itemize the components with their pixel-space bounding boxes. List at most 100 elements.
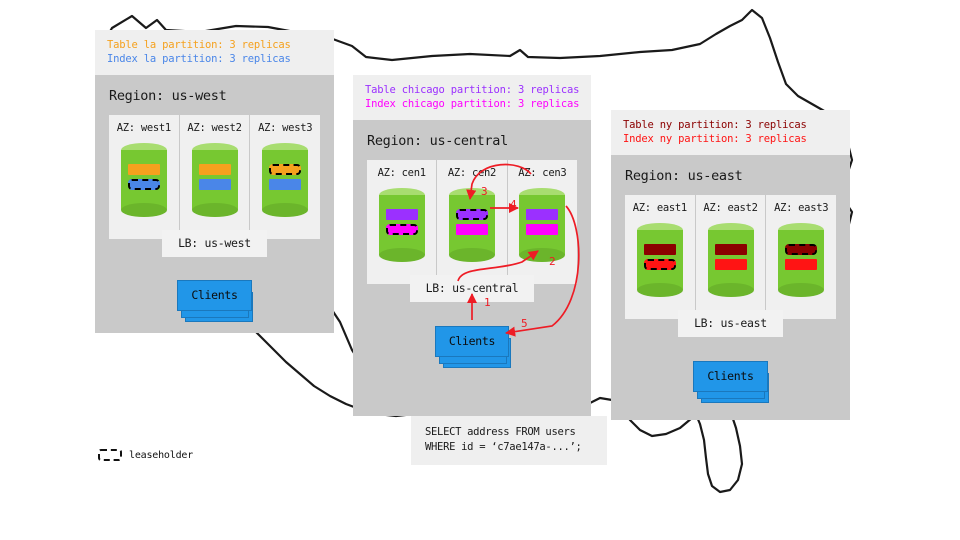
replica-bar [526,209,559,220]
clients-wrap-us-west: Clients [95,280,334,322]
replica-bars [192,164,238,194]
clients-label-us-east[interactable]: Clients [693,361,768,392]
cylinder-bottom [636,283,683,297]
az-cen3[interactable]: AZ: cen3 [506,160,577,284]
replica-bars [708,244,754,274]
lb-wrap-us-east: LB: us-east [611,310,850,337]
replica-bar-leaseholder [785,244,818,255]
az-west3[interactable]: AZ: west3 [249,115,320,239]
az-east1[interactable]: AZ: east1 [625,195,695,319]
replica-bar-leaseholder [385,224,418,235]
clients-wrap-us-central: Clients [353,326,591,368]
partition-banner-us-west: Table la partition: 3 replicas Index la … [95,30,334,75]
replica-bar [198,164,231,175]
clients-stack-us-west[interactable]: Clients [177,280,254,322]
replica-bar-leaseholder [643,259,676,270]
az-west2[interactable]: AZ: west2 [178,115,250,239]
clients-label-us-central[interactable]: Clients [434,326,510,357]
clients-label-us-west[interactable]: Clients [177,280,252,311]
replica-bars [379,209,425,239]
cylinder-bottom [191,203,238,217]
replica-bar [455,224,488,235]
replica-bar [714,244,747,255]
az-strip-us-west: AZ: west1 AZ: west2 AZ: west3 [109,115,320,239]
index-partition-label-ny: Index ny partition: 3 replicas [623,133,807,145]
az-label-west3: AZ: west3 [258,122,313,134]
partition-banner-us-central: Table chicago partition: 3 replicas Inde… [353,75,591,120]
node-cylinder-east2[interactable] [707,223,754,297]
index-partition-label-la: Index la partition: 3 replicas [107,53,291,65]
sql-query-box: SELECT address FROM users WHERE id = ‘c7… [411,416,607,465]
node-cylinder-cen2[interactable] [448,188,495,262]
flow-step-number-3: 3 [481,185,488,198]
az-cen2[interactable]: AZ: cen2 [436,160,506,284]
node-cylinder-west2[interactable] [191,143,238,217]
replica-bar [714,259,747,270]
load-balancer-us-central[interactable]: LB: us-central [409,275,535,302]
az-label-cen1: AZ: cen1 [377,167,426,179]
clients-stack-us-central[interactable]: Clients [434,326,511,368]
legend-label-leaseholder: leaseholder [129,449,194,461]
az-strip-us-central: AZ: cen1 AZ: cen2 AZ: cen3 [367,160,577,284]
cylinder-bottom [448,248,495,262]
clients-wrap-us-east: Clients [611,361,850,403]
table-partition-label-chicago: Table chicago partition: 3 replicas [365,84,580,96]
az-east2[interactable]: AZ: east2 [694,195,766,319]
table-partition-label-ny: Table ny partition: 3 replicas [623,119,807,131]
flow-step-number-4: 4 [510,198,517,211]
az-label-east2: AZ: east2 [703,202,758,214]
flow-step-number-2: 2 [549,255,556,268]
region-title-us-east: Region: us-east [625,168,743,184]
az-label-east1: AZ: east1 [632,202,688,214]
index-partition-label-chicago: Index chicago partition: 3 replicas [365,98,580,110]
node-cylinder-east3[interactable] [778,223,825,297]
lb-wrap-us-west: LB: us-west [95,230,334,257]
region-title-us-west: Region: us-west [109,88,227,104]
replica-bar [643,244,676,255]
load-balancer-us-west[interactable]: LB: us-west [162,230,267,257]
replica-bars [637,244,683,274]
flow-step-number-1: 1 [484,296,491,309]
replica-bar [385,209,418,220]
node-cylinder-cen1[interactable] [378,188,425,262]
legend: leaseholder [98,449,193,461]
az-strip-us-east: AZ: east1 AZ: east2 AZ: east3 [625,195,836,319]
cylinder-bottom [778,283,825,297]
region-card-us-east: Table ny partition: 3 replicas Index ny … [611,110,850,420]
cylinder-bottom [378,248,425,262]
region-title-us-central: Region: us-central [367,133,508,149]
replica-bar [198,179,231,190]
replica-bars [449,209,495,239]
node-cylinder-cen3[interactable] [519,188,566,262]
replica-bar-leaseholder [455,209,488,220]
replica-bar [785,259,818,270]
replica-bars [778,244,824,274]
replica-bar-leaseholder [269,164,302,175]
az-west1[interactable]: AZ: west1 [109,115,179,239]
az-label-west1: AZ: west1 [116,122,172,134]
az-cen1[interactable]: AZ: cen1 [367,160,436,284]
node-cylinder-east1[interactable] [636,223,683,297]
replica-bar [269,179,302,190]
cylinder-bottom [707,283,754,297]
replica-bar [526,224,559,235]
az-label-west2: AZ: west2 [187,122,242,134]
replica-bar [127,164,160,175]
load-balancer-us-east[interactable]: LB: us-east [678,310,783,337]
cylinder-bottom [262,203,309,217]
replica-bars [262,164,308,194]
cylinder-bottom [519,248,566,262]
region-card-us-west: Table la partition: 3 replicas Index la … [95,30,334,333]
table-partition-label-la: Table la partition: 3 replicas [107,39,291,51]
replica-bar-leaseholder [127,179,160,190]
clients-stack-us-east[interactable]: Clients [693,361,770,403]
az-east3[interactable]: AZ: east3 [765,195,836,319]
region-card-us-central: Table chicago partition: 3 replicas Inde… [353,75,607,465]
replica-bars [519,209,565,239]
leaseholder-dashed-icon [98,449,122,461]
node-cylinder-west1[interactable] [120,143,167,217]
partition-banner-us-east: Table ny partition: 3 replicas Index ny … [611,110,850,155]
az-label-east3: AZ: east3 [774,202,829,214]
az-label-cen2: AZ: cen2 [447,167,497,179]
node-cylinder-west3[interactable] [262,143,309,217]
